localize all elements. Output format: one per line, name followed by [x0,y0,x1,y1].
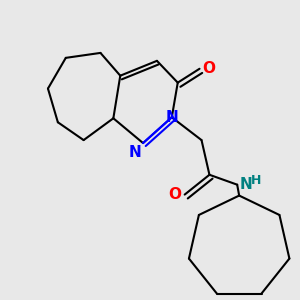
Text: H: H [251,174,261,187]
Text: O: O [169,187,182,202]
Text: N: N [239,177,252,192]
Text: O: O [202,61,215,76]
Text: N: N [128,145,141,160]
Text: N: N [165,110,178,125]
